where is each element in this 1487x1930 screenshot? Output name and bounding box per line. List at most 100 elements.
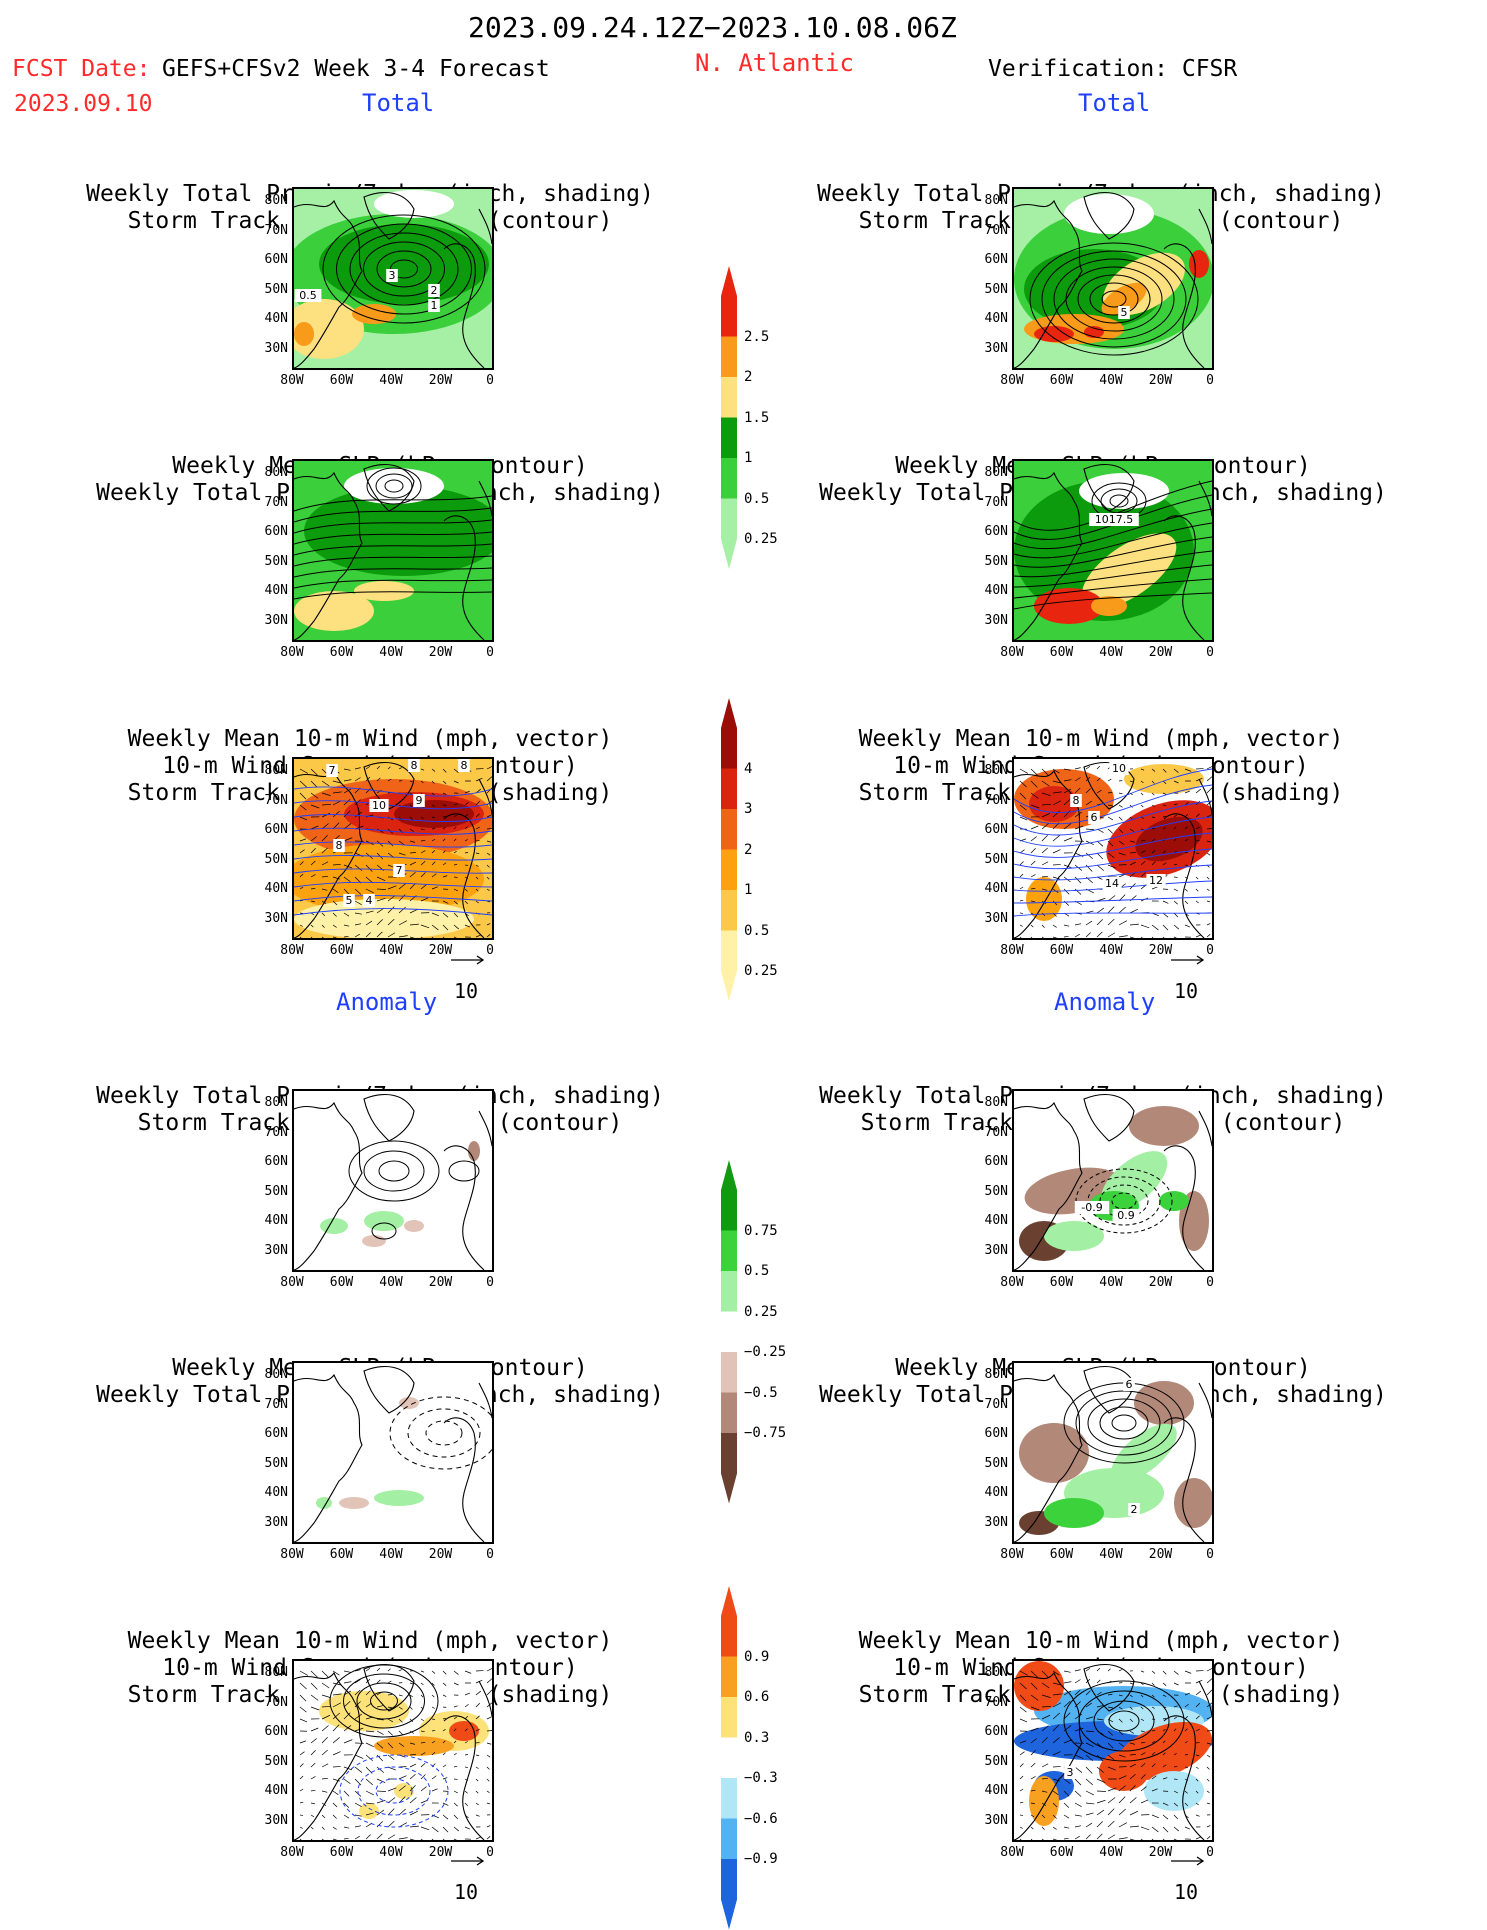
svg-text:0.9: 0.9 bbox=[1117, 1209, 1135, 1222]
map-slp-precip-anomaly-forecast bbox=[292, 1361, 494, 1544]
lon-tick-label: 20W bbox=[419, 1275, 463, 1290]
lat-tick-label: 60N bbox=[968, 1724, 1008, 1739]
lat-tick-label: 60N bbox=[968, 1154, 1008, 1169]
lat-tick-label: 70N bbox=[248, 1125, 288, 1140]
colorbar-tick-label: 0.25 bbox=[744, 1304, 778, 1320]
vector-ref-right-bottom: 10 bbox=[1172, 1866, 1196, 1890]
lat-tick-label: 50N bbox=[968, 1184, 1008, 1199]
fcst-date-value: 2023.09.10 bbox=[14, 93, 152, 116]
map-slp-precip-forecast bbox=[292, 459, 494, 642]
lat-tick-label: 60N bbox=[968, 1426, 1008, 1441]
lat-tick-label: 40N bbox=[968, 1213, 1008, 1228]
colorbar-tick-label: 2 bbox=[744, 842, 752, 858]
svg-text:7: 7 bbox=[396, 864, 403, 877]
lat-tick-label: 30N bbox=[248, 341, 288, 356]
lon-tick-label: 40W bbox=[1089, 1275, 1133, 1290]
colorbar-tick-label: 0.5 bbox=[744, 491, 769, 507]
lat-tick-label: 60N bbox=[248, 252, 288, 267]
verification-label: Verification: CFSR bbox=[988, 58, 1237, 81]
colorbar-tick-label: 3 bbox=[744, 801, 752, 817]
colorbar-tick-label: −0.6 bbox=[744, 1811, 778, 1827]
lat-tick-label: 40N bbox=[248, 311, 288, 326]
lat-tick-label: 40N bbox=[968, 311, 1008, 326]
lat-tick-label: 70N bbox=[248, 793, 288, 808]
section-total-left: Total bbox=[362, 91, 434, 115]
lat-tick-label: 50N bbox=[968, 852, 1008, 867]
colorbar-tick-label: −0.5 bbox=[744, 1385, 778, 1401]
colorbar-tick-label: 1 bbox=[744, 882, 752, 898]
lat-tick-label: 50N bbox=[248, 1456, 288, 1471]
lon-tick-label: 80W bbox=[990, 1547, 1034, 1562]
lon-tick-label: 60W bbox=[1040, 373, 1084, 388]
lat-tick-label: 50N bbox=[968, 282, 1008, 297]
lon-tick-label: 60W bbox=[320, 1275, 364, 1290]
lon-tick-label: 80W bbox=[990, 1275, 1034, 1290]
lon-tick-label: 60W bbox=[320, 373, 364, 388]
lat-tick-label: 30N bbox=[968, 1243, 1008, 1258]
lat-tick-label: 60N bbox=[248, 1154, 288, 1169]
lat-tick-label: 80N bbox=[968, 1665, 1008, 1680]
svg-text:6: 6 bbox=[1126, 1378, 1133, 1391]
lon-tick-label: 0 bbox=[468, 1275, 512, 1290]
colorbar-tick-label: 4 bbox=[744, 761, 752, 777]
lat-tick-label: 70N bbox=[968, 1125, 1008, 1140]
colorbar-tick-label: −0.9 bbox=[744, 1851, 778, 1867]
svg-text:3: 3 bbox=[389, 269, 396, 282]
lon-tick-label: 0 bbox=[1188, 373, 1232, 388]
lat-tick-label: 30N bbox=[248, 1813, 288, 1828]
vector-ref-left-top: 10 bbox=[452, 965, 476, 989]
lat-tick-label: 60N bbox=[248, 822, 288, 837]
map-precip-storm-verification: 5 bbox=[1012, 187, 1214, 370]
lon-tick-label: 40W bbox=[1089, 1547, 1133, 1562]
lat-tick-label: 40N bbox=[248, 1485, 288, 1500]
lat-tick-label: 50N bbox=[248, 554, 288, 569]
lat-tick-label: 60N bbox=[248, 1724, 288, 1739]
lat-tick-label: 30N bbox=[248, 911, 288, 926]
lat-tick-label: 80N bbox=[248, 1367, 288, 1382]
lat-tick-label: 70N bbox=[248, 1695, 288, 1710]
lat-tick-label: 30N bbox=[968, 1515, 1008, 1530]
svg-text:8: 8 bbox=[1073, 794, 1080, 807]
lat-tick-label: 60N bbox=[248, 1426, 288, 1441]
lon-tick-label: 60W bbox=[1040, 943, 1084, 958]
lon-tick-label: 20W bbox=[419, 373, 463, 388]
lat-tick-label: 70N bbox=[248, 1397, 288, 1412]
vector-ref-left-bottom: 10 bbox=[452, 1866, 476, 1890]
lat-tick-label: 40N bbox=[248, 1213, 288, 1228]
svg-text:6: 6 bbox=[1091, 811, 1098, 824]
lat-tick-label: 30N bbox=[968, 911, 1008, 926]
vector-ref-right-top: 10 bbox=[1172, 965, 1196, 989]
lat-tick-label: 80N bbox=[248, 1095, 288, 1110]
colorbar-tick-label: 0.9 bbox=[744, 1649, 769, 1665]
model-label: GEFS+CFSv2 Week 3-4 Forecast bbox=[162, 58, 550, 81]
lat-tick-label: 30N bbox=[968, 341, 1008, 356]
lon-tick-label: 80W bbox=[270, 1275, 314, 1290]
colorbar-tick-label: 0.25 bbox=[744, 531, 778, 547]
lon-tick-label: 0 bbox=[468, 645, 512, 660]
lon-tick-label: 40W bbox=[369, 373, 413, 388]
lat-tick-label: 50N bbox=[968, 554, 1008, 569]
svg-text:3: 3 bbox=[1067, 1766, 1074, 1779]
lat-tick-label: 30N bbox=[248, 613, 288, 628]
section-anomaly-left: Anomaly bbox=[336, 990, 437, 1014]
lat-tick-label: 50N bbox=[248, 1184, 288, 1199]
lat-tick-label: 80N bbox=[968, 763, 1008, 778]
colorbar-tick-label: 0.5 bbox=[744, 923, 769, 939]
lon-tick-label: 20W bbox=[1139, 373, 1183, 388]
fcst-date-label: FCST Date: bbox=[12, 58, 150, 81]
lat-tick-label: 30N bbox=[248, 1515, 288, 1530]
map-wind-storm-anomaly-verification: 3 bbox=[1012, 1659, 1214, 1842]
lat-tick-label: 70N bbox=[968, 495, 1008, 510]
svg-text:7: 7 bbox=[329, 764, 336, 777]
lon-tick-label: 40W bbox=[369, 645, 413, 660]
lon-tick-label: 40W bbox=[369, 1845, 413, 1860]
map-precip-storm-anomaly-forecast bbox=[292, 1089, 494, 1272]
lat-tick-label: 60N bbox=[248, 524, 288, 539]
lon-tick-label: 80W bbox=[990, 943, 1034, 958]
colorbar-tick-label: 0.25 bbox=[744, 963, 778, 979]
svg-text:14: 14 bbox=[1105, 877, 1119, 890]
svg-text:12: 12 bbox=[1149, 874, 1163, 887]
